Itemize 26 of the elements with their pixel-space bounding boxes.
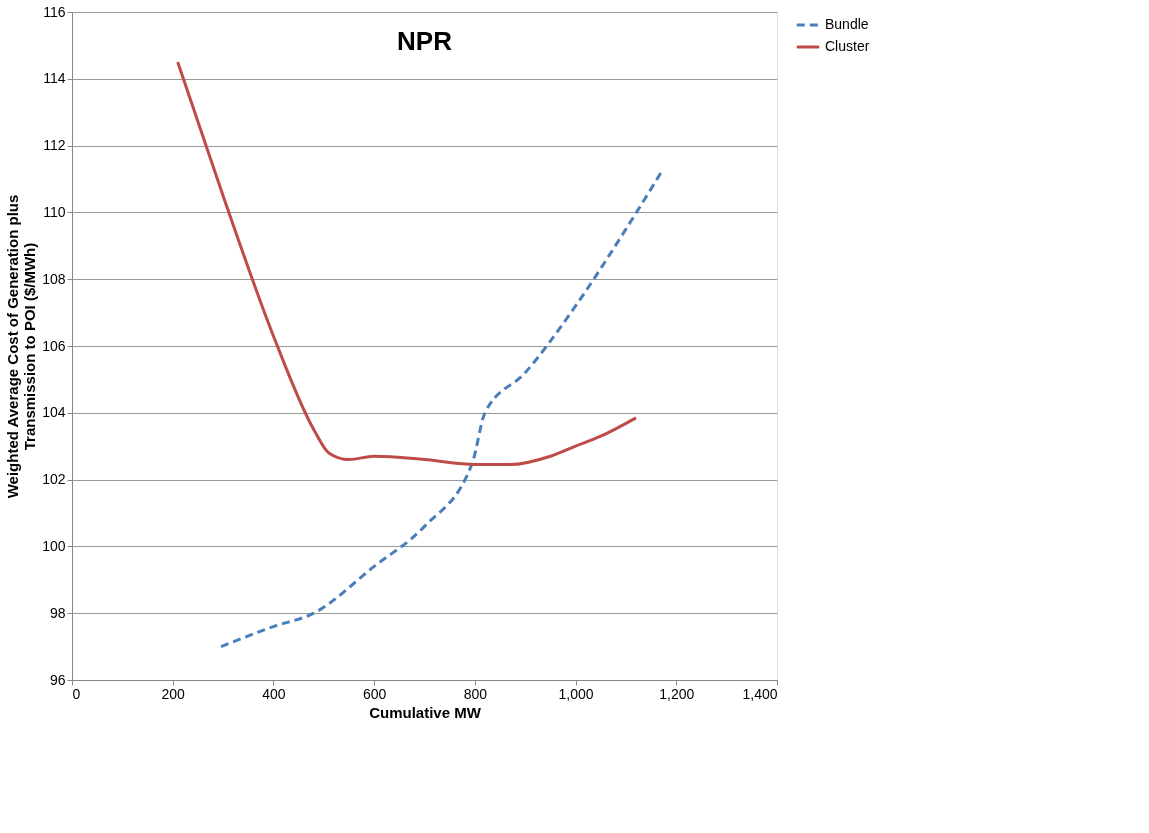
y-tick-label: 116 [43, 3, 66, 20]
y-tick-label: 102 [42, 471, 66, 488]
text: NPR [397, 26, 453, 56]
legend-label: Bundle [825, 16, 869, 32]
x-tick-label: 1,000 [558, 685, 594, 702]
y-tick-label: 100 [42, 537, 66, 554]
x-tick-label: 400 [262, 685, 286, 702]
y-tick-label: 98 [49, 604, 66, 621]
x-tick-label: 200 [161, 685, 186, 702]
y-tick-label: 110 [43, 203, 66, 220]
line-series [219, 170, 663, 649]
y-axis-title: Weighted Average Cost of Generation plus Transmission to POI ($/MWh) [4, 194, 39, 499]
line-series [176, 60, 638, 467]
y-tick-label: 96 [49, 671, 66, 688]
x-tick-label: 800 [463, 685, 488, 702]
y-tick-label: 112 [43, 137, 66, 154]
x-tick-label: 600 [362, 685, 387, 702]
legend-label: Cluster [825, 38, 870, 54]
y-tick-label: 108 [42, 270, 66, 287]
y-tick-label: 114 [43, 70, 66, 87]
x-tick-label: 0 [72, 685, 81, 702]
x-axis-title: Cumulative MW [369, 703, 482, 721]
y-tick-label: 104 [42, 404, 66, 421]
x-tick-label: 1,400 [742, 685, 778, 702]
x-tick-label: 1,200 [659, 685, 695, 702]
y-tick-label: 106 [42, 337, 66, 354]
